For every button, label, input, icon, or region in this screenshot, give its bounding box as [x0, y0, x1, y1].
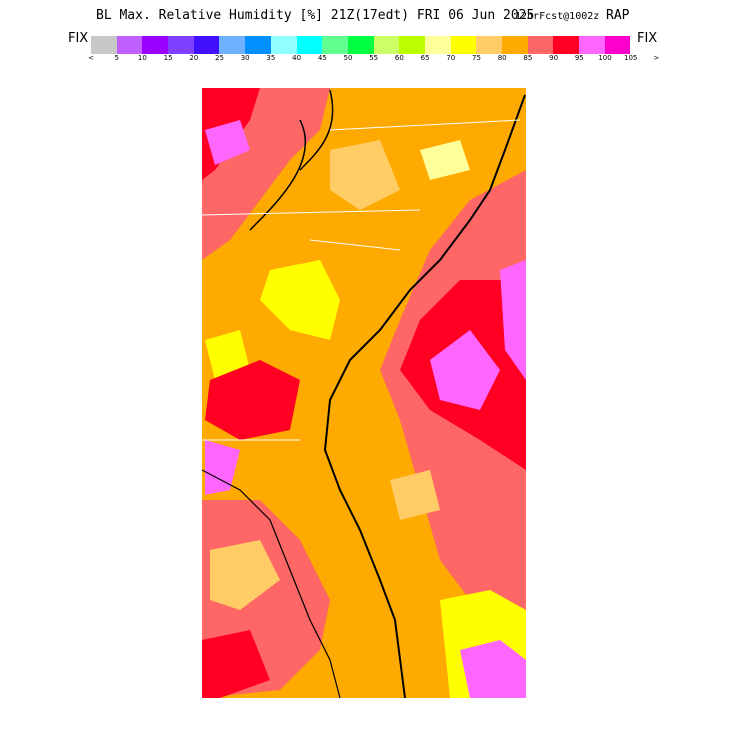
tick-label: 60 — [394, 54, 404, 62]
fix-left[interactable]: FIX — [68, 31, 89, 46]
color-swatch — [399, 36, 425, 54]
tick-label: 80 — [497, 54, 507, 62]
color-swatch — [347, 36, 374, 54]
tick-label: 30 — [240, 54, 250, 62]
color-swatch — [373, 36, 400, 54]
color-swatch — [424, 36, 451, 54]
tick-label: 105 — [624, 54, 638, 62]
humidity-field — [202, 88, 526, 698]
tick-label: 5 — [114, 54, 119, 62]
tick-label: 100 — [598, 54, 612, 62]
color-swatch — [527, 36, 554, 54]
colorbar-ticks: <5 10 15 20 25 30 35 40 45 50 55 60 65 70 75 80 85 90 95 10… — [80, 54, 659, 66]
tick-label: 65 — [420, 54, 430, 62]
tick-label: < — [88, 54, 94, 62]
color-swatch — [91, 36, 117, 54]
color-swatch — [476, 36, 502, 54]
color-swatch — [142, 36, 169, 54]
fix-right[interactable]: FIX — [637, 31, 658, 46]
forecast: 12hrFcst@1002z — [515, 11, 600, 22]
color-swatch — [116, 36, 143, 54]
color-swatch — [270, 36, 297, 54]
tick-label: 40 — [292, 54, 302, 62]
tick-label: 85 — [523, 54, 533, 62]
color-swatch — [245, 36, 271, 54]
tick-label: 25 — [215, 54, 224, 62]
tick-label: 10 — [137, 54, 147, 62]
tick-label: 95 — [574, 54, 584, 62]
tick-label: 70 — [446, 54, 456, 62]
tick-label: > — [653, 54, 660, 62]
color-swatch — [193, 36, 220, 54]
color-swatch — [168, 36, 194, 54]
tick-label: 50 — [343, 54, 353, 62]
color-swatch — [322, 36, 348, 54]
tick-label: 90 — [549, 54, 559, 62]
tick-label: 15 — [163, 54, 173, 62]
color-swatch — [450, 36, 477, 54]
tick-label: 45 — [317, 54, 327, 62]
tick-label: 35 — [266, 54, 276, 62]
colorbar — [91, 36, 631, 54]
title: BL Max. Relative Humidity [%] 21Z(17edt)… — [96, 8, 535, 23]
color-swatch — [579, 36, 605, 54]
tick-label: 20 — [189, 54, 199, 62]
color-swatch — [502, 36, 528, 54]
color-swatch — [604, 36, 631, 54]
color-swatch — [296, 36, 323, 54]
color-swatch — [219, 36, 246, 54]
tick-label: 55 — [369, 54, 379, 62]
color-swatch — [553, 36, 580, 54]
tick-label: 75 — [472, 54, 481, 62]
model: RAP — [606, 8, 630, 23]
